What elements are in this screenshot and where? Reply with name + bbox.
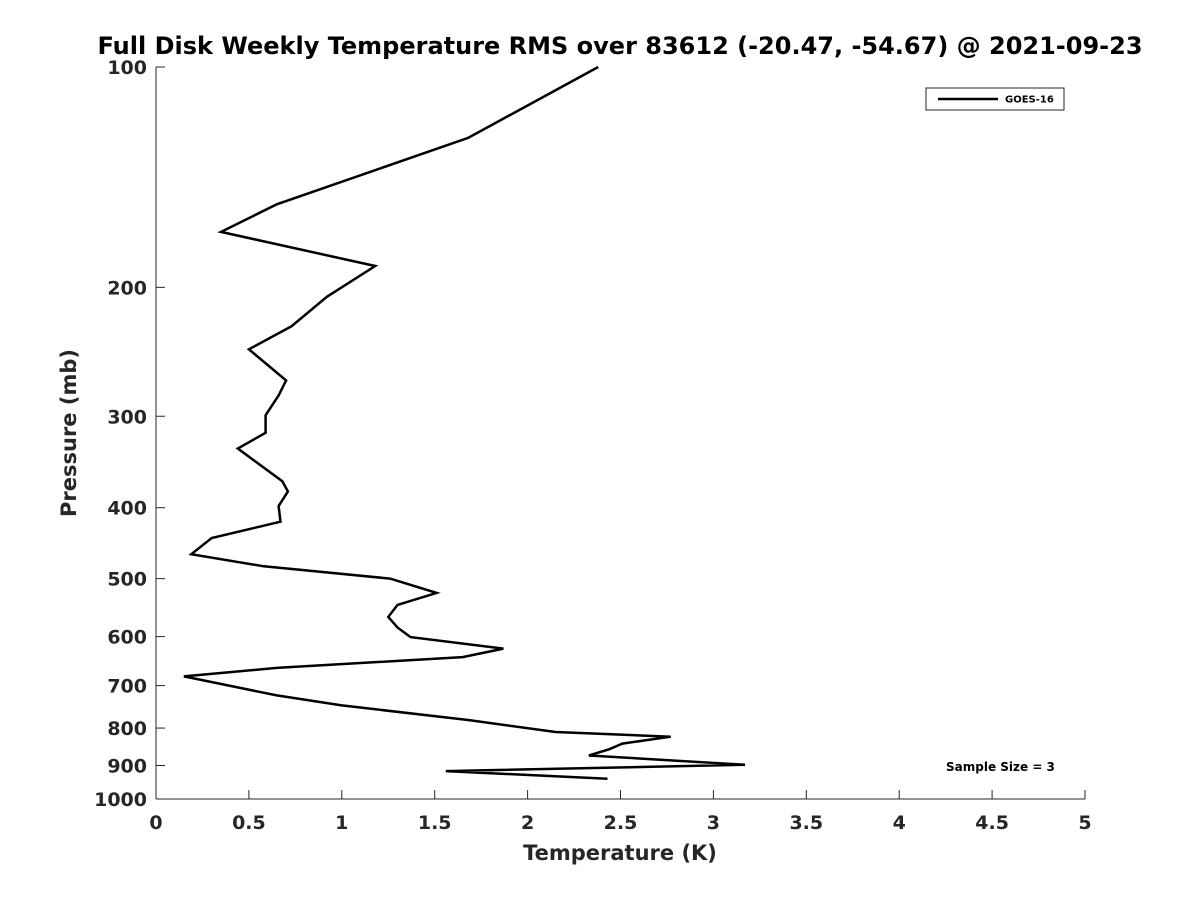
sample-size-annotation: Sample Size = 3: [946, 760, 1055, 774]
x-tick-label: 0: [149, 812, 162, 834]
y-tick-label: 100: [107, 57, 147, 79]
y-tick-label: 500: [107, 569, 147, 591]
y-tick-label: 400: [107, 498, 147, 520]
x-tick-label: 5: [1078, 812, 1091, 834]
y-tick-label: 300: [107, 406, 147, 428]
y-tick-label: 200: [107, 277, 147, 299]
x-tick-label: 4.5: [975, 812, 1009, 834]
y-axis-label: Pressure (mb): [57, 349, 81, 517]
x-tick-label: 3: [707, 812, 720, 834]
x-tick-label: 3.5: [789, 812, 823, 834]
y-tick-label: 800: [107, 718, 147, 740]
y-axis-label-text: Pressure (mb): [57, 349, 81, 517]
x-axis-label: Temperature (K): [523, 841, 717, 865]
x-ticks: 0 0.5 1 1.5 2 2.5 3 3.5 4 4.5 5: [149, 790, 1092, 834]
y-tick-label: 700: [107, 676, 147, 698]
x-tick-label: 0.5: [232, 812, 266, 834]
x-tick-label: 2.5: [604, 812, 638, 834]
x-tick-label: 4: [893, 812, 906, 834]
legend-label: GOES-16: [1005, 95, 1054, 106]
series-line-goes-16: [183, 65, 746, 780]
y-ticks: 100 200 300 400 500 600 700 800 900 1000: [94, 57, 165, 811]
legend: GOES-16: [925, 87, 1065, 111]
y-tick-label: 900: [107, 756, 147, 778]
y-tick-label: 600: [107, 627, 147, 649]
x-tick-label: 1: [335, 812, 348, 834]
x-tick-label: 1.5: [418, 812, 452, 834]
chart-title: Full Disk Weekly Temperature RMS over 83…: [97, 32, 1142, 60]
x-tick-label: 2: [521, 812, 534, 834]
y-tick-label: 1000: [94, 789, 147, 811]
